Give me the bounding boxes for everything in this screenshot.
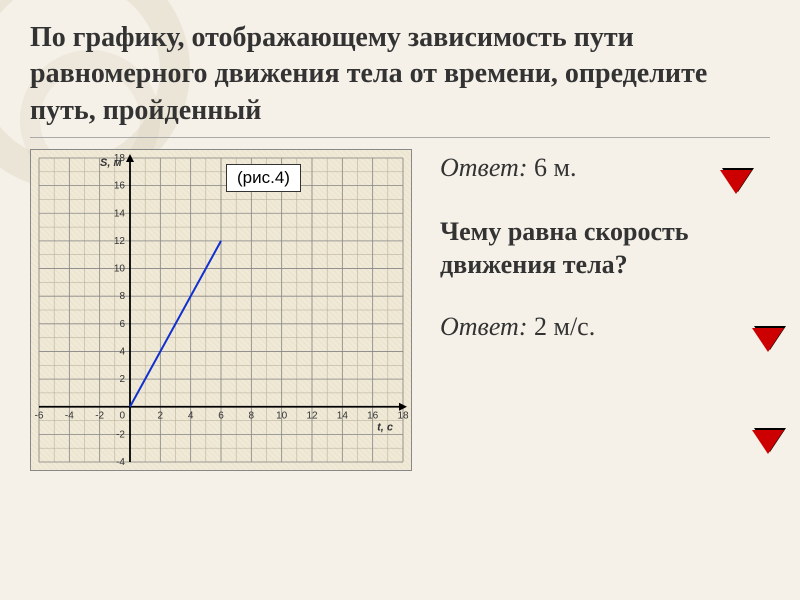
slide: По графику, отображающему зависимость пу… xyxy=(0,0,800,600)
svg-text:-2: -2 xyxy=(95,410,104,421)
svg-text:-4: -4 xyxy=(65,410,74,421)
svg-text:14: 14 xyxy=(114,208,126,219)
svg-text:14: 14 xyxy=(337,410,349,421)
answer-2: Ответ: 2 м/с. xyxy=(440,310,780,344)
arrow-icon xyxy=(752,430,784,454)
answer-1-label: Ответ: xyxy=(440,153,527,182)
answer-2-value: 2 м/с. xyxy=(534,312,595,341)
answer-2-label: Ответ: xyxy=(440,312,527,341)
svg-text:-4: -4 xyxy=(116,457,125,468)
svg-text:6: 6 xyxy=(119,318,125,329)
chart-svg: -6-4-224681012141618-4-2246810121416180S… xyxy=(31,150,411,470)
svg-text:0: 0 xyxy=(119,410,125,421)
chart: -6-4-224681012141618-4-2246810121416180S… xyxy=(30,149,412,471)
svg-text:4: 4 xyxy=(119,346,125,357)
svg-text:t, c: t, c xyxy=(377,421,393,433)
svg-text:8: 8 xyxy=(119,291,125,302)
svg-text:2: 2 xyxy=(119,374,125,385)
svg-text:10: 10 xyxy=(114,263,126,274)
svg-text:4: 4 xyxy=(188,410,194,421)
svg-text:-6: -6 xyxy=(35,410,44,421)
svg-text:6: 6 xyxy=(218,410,224,421)
svg-text:12: 12 xyxy=(114,235,126,246)
svg-text:-2: -2 xyxy=(116,429,125,440)
svg-text:16: 16 xyxy=(367,410,379,421)
arrow-icon xyxy=(752,328,784,352)
figure-label: (рис.4) xyxy=(226,164,301,192)
answer-1-value: 6 м. xyxy=(534,153,576,182)
svg-text:16: 16 xyxy=(114,180,126,191)
question-2: Чему равна скорость движения тела? xyxy=(440,215,780,283)
svg-text:18: 18 xyxy=(397,410,409,421)
svg-text:S, м: S, м xyxy=(100,157,122,169)
svg-text:10: 10 xyxy=(276,410,288,421)
slide-title: По графику, отображающему зависимость пу… xyxy=(30,20,770,138)
svg-text:8: 8 xyxy=(249,410,255,421)
svg-text:12: 12 xyxy=(306,410,318,421)
svg-text:2: 2 xyxy=(158,410,164,421)
arrow-icon xyxy=(720,170,752,194)
